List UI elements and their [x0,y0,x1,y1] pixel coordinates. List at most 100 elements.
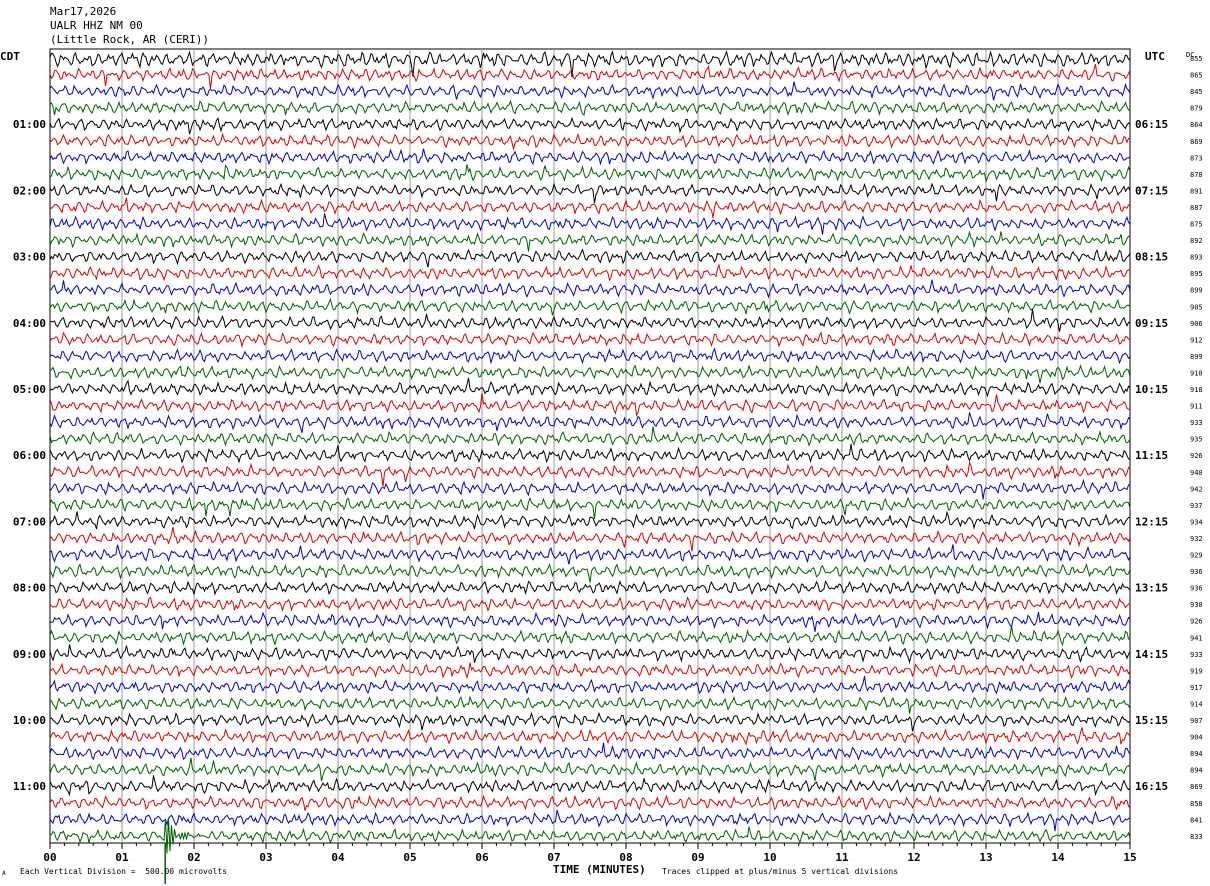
dc-offset-label: 940 [1190,469,1203,477]
plot-date: Mar17,2026 [50,5,117,18]
x-tick-label: 14 [1051,851,1065,864]
trace-black [49,775,1131,797]
right-hour-label: 09:15 [1135,317,1168,330]
trace-green [49,817,1131,854]
dc-offset-label: 875 [1190,221,1203,229]
dc-offset-label: 894 [1190,767,1203,775]
right-hour-label: 10:15 [1135,383,1168,396]
trace-blue [49,611,1131,632]
trace-blue [49,676,1131,695]
trace-green [49,297,1131,316]
dc-offset-label: 858 [1190,800,1203,808]
dc-offset-label: 942 [1190,485,1203,493]
x-tick-label: 12 [907,851,920,864]
right-hour-label: 14:15 [1135,648,1168,661]
x-tick-label: 15 [1123,851,1136,864]
dc-offset-label: 932 [1190,535,1203,543]
dc-offset-label: 936 [1190,568,1203,576]
trace-blue [49,279,1131,299]
trace-black [49,510,1131,531]
dc-offset-label: 911 [1190,403,1203,411]
dc-offset-label: 833 [1190,833,1203,841]
dc-offset-label: 893 [1190,254,1203,262]
right-axis-title: UTC [1145,50,1165,63]
plot-frame [49,48,1131,844]
left-hour-label: 11:00 [13,780,46,793]
x-tick-label: 02 [187,851,200,864]
trace-green [49,695,1131,714]
dc-offset-label: 929 [1190,552,1203,560]
x-tick-label: 13 [979,851,992,864]
left-hour-label: 04:00 [13,317,46,330]
dc-offset-label: 899 [1190,353,1203,361]
trace-black [49,644,1131,665]
dc-offset-label: 926 [1190,452,1203,460]
trace-blue [49,412,1131,433]
dc-offset-label: 869 [1190,783,1203,791]
right-hour-label: 07:15 [1135,184,1168,197]
dc-offset-label: 907 [1190,717,1203,725]
trace-green [49,99,1131,117]
trace-red [49,794,1131,811]
trace-red [49,662,1131,679]
trace-green [49,757,1131,782]
x-tick-label: 07 [547,851,560,864]
dc-offset-label: 869 [1190,138,1203,146]
right-hour-label: 16:15 [1135,780,1168,793]
dc-offset-label: 891 [1190,187,1203,195]
left-hour-label: 05:00 [13,383,46,396]
trace-green [49,496,1131,520]
x-tick-label: 04 [331,851,345,864]
dc-offset-label: 937 [1190,502,1203,510]
trace-black [49,309,1131,332]
dc-offset-label: 873 [1190,154,1203,162]
trace-red [49,263,1131,282]
dc-offset-label: 845 [1190,88,1203,96]
x-tick-label: 10 [763,851,776,864]
trace-red [49,63,1131,89]
trace-black [49,182,1131,203]
trace-green [49,230,1131,252]
dc-offset-label: 878 [1190,171,1203,179]
dc-offset-label: 917 [1190,684,1203,692]
trace-black [49,711,1131,732]
x-tick-label: 05 [403,851,416,864]
x-tick-label: 01 [115,851,129,864]
trace-black [49,116,1131,135]
dc-offset-label: 930 [1190,601,1203,609]
dc-offset-label: 905 [1190,303,1203,311]
x-tick-label: 08 [619,851,632,864]
trace-blue [49,742,1131,761]
dc-offset-label: 864 [1190,121,1203,129]
right-hour-label: 08:15 [1135,251,1168,264]
trace-black [49,443,1131,464]
dc-offset-label: 894 [1190,750,1203,758]
dc-offset-label: 855 [1190,55,1203,63]
trace-green [49,562,1131,583]
marker-glyph: A [2,870,6,877]
trace-blue [49,213,1131,235]
trace-green [49,426,1131,447]
trace-black [49,377,1131,398]
trace-black [49,580,1131,596]
x-tick-label: 09 [691,851,704,864]
dc-offset-label: 895 [1190,270,1203,278]
left-hour-label: 07:00 [13,515,46,528]
right-hour-label: 12:15 [1135,515,1168,528]
trace-red [49,132,1131,151]
trace-black [49,49,1131,78]
trace-red [49,526,1131,552]
dc-offset-label: 933 [1190,651,1203,659]
trace-red [49,331,1131,349]
right-hour-label: 13:15 [1135,582,1168,595]
station-code: UALR HHZ NM 00 [50,19,143,32]
dc-offset-label: 941 [1190,634,1203,642]
trace-red [49,460,1131,487]
dc-offset-label: 899 [1190,287,1203,295]
trace-green [49,364,1131,384]
trace-red [49,197,1131,218]
dc-offset-label: 912 [1190,336,1203,344]
scale-note: Each Vertical Division = 500.00 microvol… [20,867,228,876]
trace-blue [49,148,1131,166]
trace-blue [49,478,1131,500]
